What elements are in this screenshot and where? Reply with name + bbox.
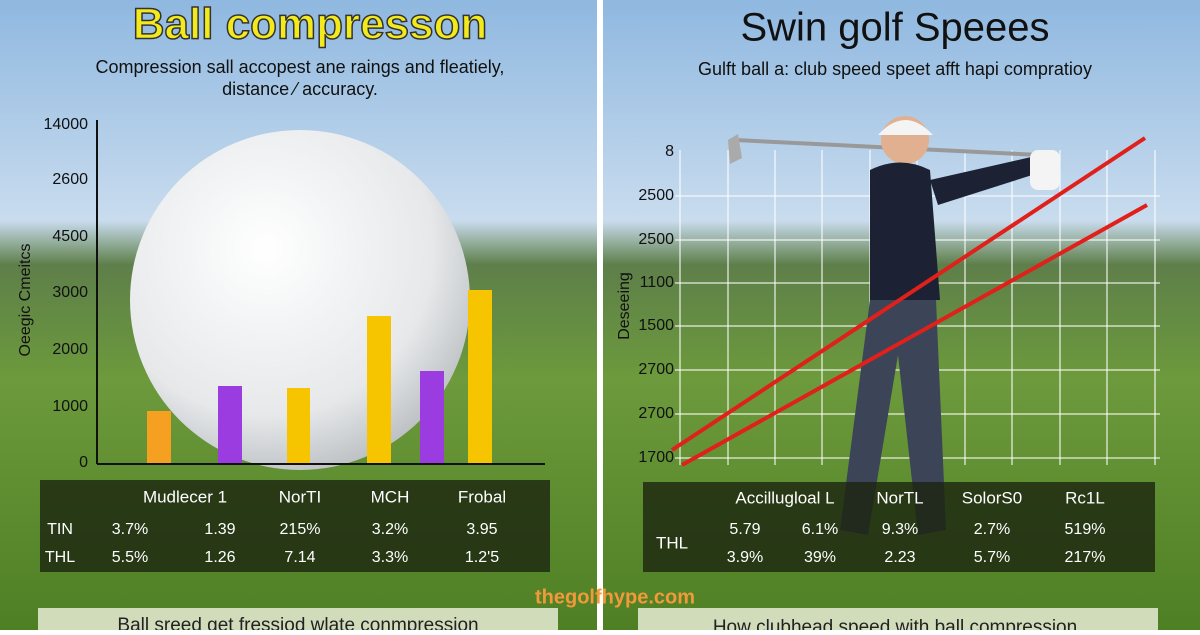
table-header: MCH <box>371 487 410 506</box>
y-tick-label: 2000 <box>52 341 88 358</box>
table-cell: 5.5% <box>112 549 148 566</box>
table-cell: TIN <box>47 521 73 538</box>
table-cell: 6.1% <box>802 521 838 538</box>
bar <box>147 411 171 463</box>
y-axis-label: Oeegic Cmeitcs <box>17 244 34 357</box>
table-header: NorTL <box>876 488 923 507</box>
table-cell: 519% <box>1065 521 1106 538</box>
table-cell: 2.7% <box>974 521 1010 538</box>
table-cell: 1.26 <box>204 549 235 566</box>
left-subtitle: distance ⁄ accuracy. <box>222 79 378 99</box>
table-header: NorTI <box>279 487 322 506</box>
y-tick-label: 1100 <box>640 274 675 291</box>
y-tick-label: 14000 <box>44 116 89 133</box>
y-tick-label: 1700 <box>638 449 674 466</box>
y-tick-label: 1500 <box>638 317 674 334</box>
y-axis-label: Deseeing <box>616 272 633 340</box>
table-header: Mudlecer 1 <box>143 487 227 506</box>
y-tick-label: 2500 <box>638 187 674 204</box>
table-cell: 3.2% <box>372 521 408 538</box>
trend-line <box>670 136 1147 452</box>
right-title: Swin golf Speees <box>740 6 1049 50</box>
y-tick-label: 4500 <box>52 228 88 245</box>
y-tick-label: 3000 <box>52 284 88 301</box>
bar <box>420 371 444 463</box>
y-tick-label: 2500 <box>638 231 674 248</box>
right-table <box>643 482 1155 572</box>
table-cell: 1.2'5 <box>465 549 499 566</box>
table-cell: 3.9% <box>727 549 763 566</box>
y-tick-label: 2600 <box>52 171 88 188</box>
right-caption: How clubhead speed with ball compression <box>713 617 1077 630</box>
trend-line <box>681 203 1148 467</box>
table-cell: 5.7% <box>974 549 1010 566</box>
bar <box>468 290 492 463</box>
table-cell: THL <box>45 549 75 566</box>
left-subtitle: Compression sall accopest ane raings and… <box>96 57 505 77</box>
table-cell: 2.23 <box>884 549 915 566</box>
table-cell: 3.95 <box>466 521 497 538</box>
left-title: Ball compresson <box>133 0 488 49</box>
right-subtitle: Gulft ball a: club speed speet afft hapi… <box>698 59 1092 79</box>
bar <box>367 316 391 463</box>
watermark: thegolfhype.com <box>535 586 695 608</box>
table-cell: 215% <box>280 521 321 538</box>
table-header: Accillugloal L <box>735 488 834 507</box>
left-caption: Ball sreed get fressiod wlate conmpressi… <box>117 615 478 630</box>
left-table <box>40 480 550 572</box>
table-header: Frobal <box>458 487 506 506</box>
table-header: Rc1L <box>1065 488 1105 507</box>
table-cell: 217% <box>1065 549 1106 566</box>
table-cell: 5.79 <box>729 521 760 538</box>
bar <box>218 386 242 463</box>
table-cell: 3.7% <box>112 521 148 538</box>
table-cell: 3.3% <box>372 549 408 566</box>
y-tick-label: 8 <box>665 143 674 160</box>
table-cell: 9.3% <box>882 521 918 538</box>
y-tick-label: 2700 <box>638 405 674 422</box>
table-cell: 1.39 <box>204 521 235 538</box>
table-row-label: THL <box>656 533 688 552</box>
table-header: SolorS0 <box>962 488 1022 507</box>
y-tick-label: 2700 <box>638 361 674 378</box>
table-cell: 7.14 <box>284 549 315 566</box>
golfer <box>728 116 1060 535</box>
bar <box>287 388 310 463</box>
table-cell: 39% <box>804 549 836 566</box>
y-tick-label: 1000 <box>52 398 88 415</box>
y-tick-label: 0 <box>79 454 88 471</box>
